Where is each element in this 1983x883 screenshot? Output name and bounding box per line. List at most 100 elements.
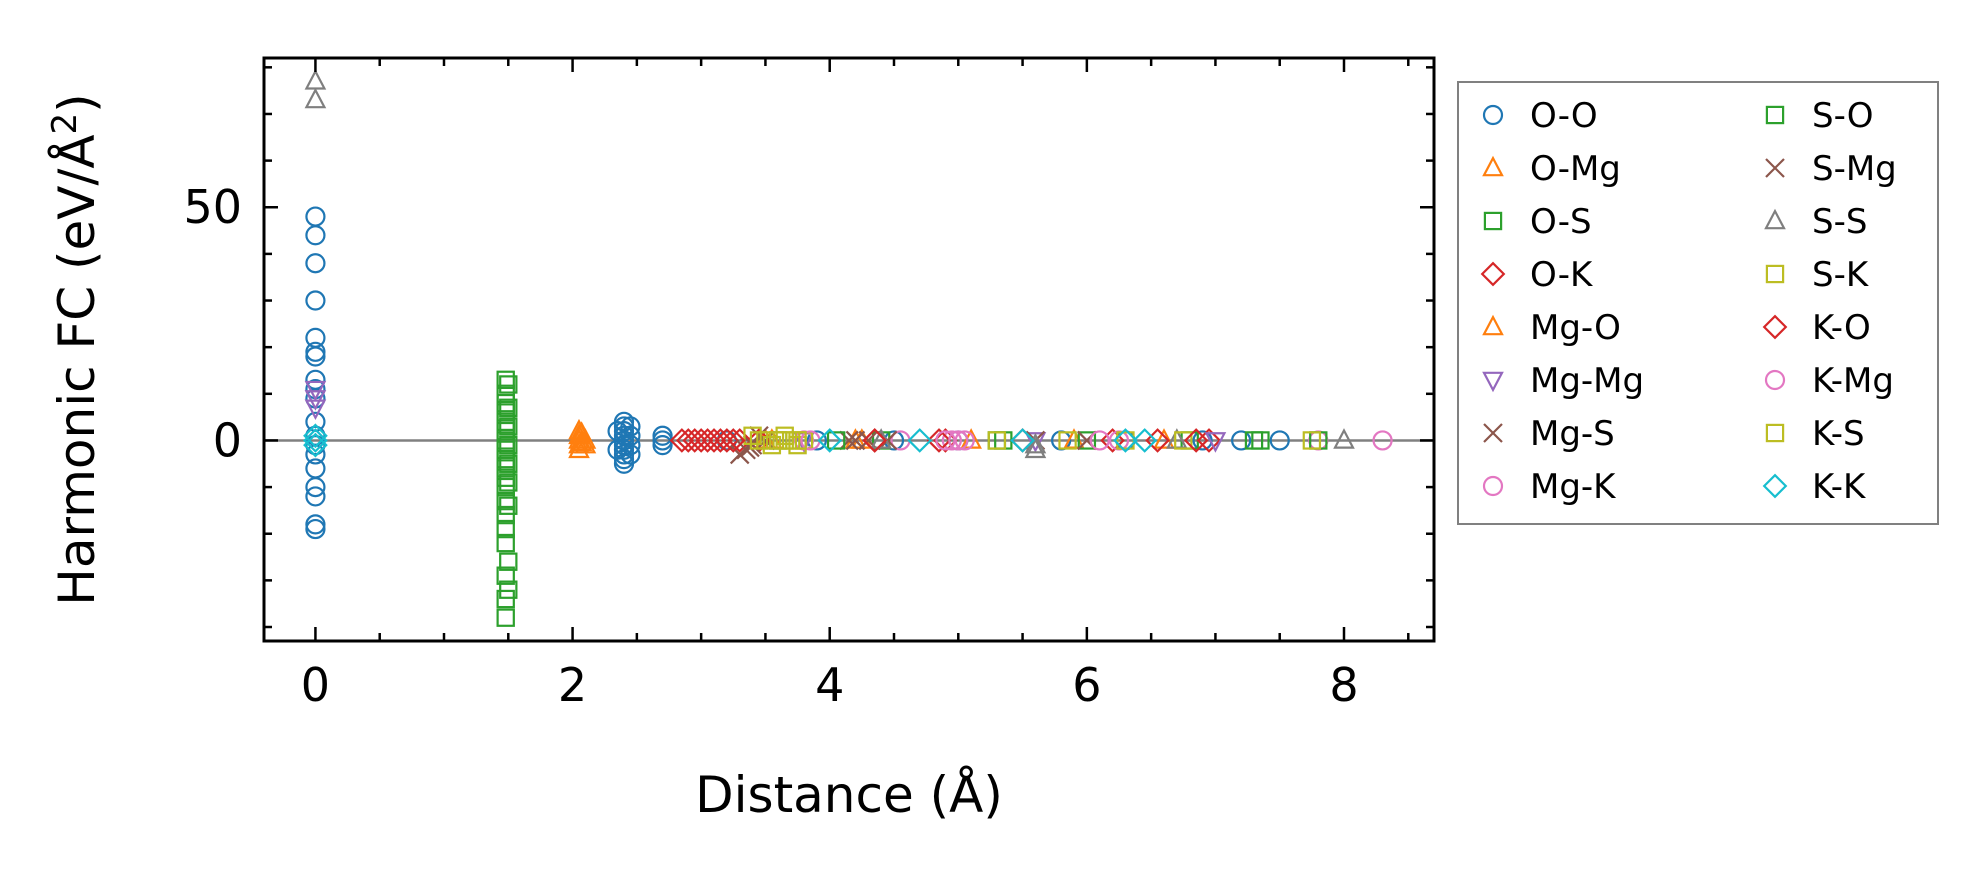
series-s-o xyxy=(499,375,1328,599)
data-point xyxy=(305,206,326,227)
data-point xyxy=(948,430,969,451)
legend: O-O O-Mg O-S O-K Mg-O Mg-Mg Mg-S Mg-K S-O S-Mg S-S… xyxy=(1457,81,1939,525)
data-point xyxy=(839,430,859,451)
data-point xyxy=(1058,431,1077,450)
data-point xyxy=(1192,430,1213,451)
data-point xyxy=(496,440,515,459)
data-point xyxy=(720,428,746,453)
marker-stroke xyxy=(1483,423,1503,443)
marker xyxy=(1482,314,1504,336)
data-point xyxy=(941,430,962,451)
marker xyxy=(1482,475,1504,497)
marker xyxy=(1762,473,1788,499)
marker xyxy=(1764,369,1786,391)
marker xyxy=(1765,423,1785,443)
data-point xyxy=(496,566,515,585)
data-point xyxy=(762,435,782,455)
marker xyxy=(1765,158,1785,178)
y-axis-label: Harmonic FC (eV/Å2) xyxy=(45,93,106,605)
data-point xyxy=(826,431,846,450)
data-point xyxy=(496,491,515,511)
marker xyxy=(1764,208,1786,230)
data-point xyxy=(496,608,515,627)
data-point xyxy=(688,428,714,453)
data-point xyxy=(817,428,843,453)
data-point xyxy=(496,393,515,413)
data-point xyxy=(496,449,515,469)
data-point xyxy=(755,430,776,451)
legend-label: Mg-S xyxy=(1530,414,1615,454)
x-axis-label: Distance (Å) xyxy=(695,766,1003,824)
data-point xyxy=(305,346,326,367)
data-point xyxy=(1269,430,1290,451)
data-point xyxy=(304,399,327,421)
marker-stroke xyxy=(755,430,776,451)
legend-item-k-mg: K-Mg xyxy=(1764,361,1894,401)
marker-stroke xyxy=(749,426,769,446)
data-point xyxy=(499,435,518,455)
data-point xyxy=(652,425,673,446)
data-point xyxy=(496,384,515,404)
legend-item-s-mg: S-Mg xyxy=(1765,149,1897,189)
data-point xyxy=(987,431,1007,450)
legend-item-o-o: O-O xyxy=(1482,96,1598,136)
data-point xyxy=(926,428,952,453)
legend-label: K-Mg xyxy=(1812,361,1894,401)
data-point xyxy=(496,505,515,525)
data-point xyxy=(1077,431,1097,450)
marker xyxy=(1765,264,1785,284)
data-point xyxy=(305,290,326,311)
data-point xyxy=(303,428,328,453)
data-point xyxy=(1132,428,1158,453)
data-point xyxy=(775,431,794,450)
marker-stroke xyxy=(845,430,866,451)
marker xyxy=(1483,211,1503,231)
series-o-o xyxy=(305,206,1290,540)
data-point xyxy=(496,412,515,431)
legend-label: S-S xyxy=(1812,202,1867,242)
legend-item-mg-o: Mg-O xyxy=(1482,308,1621,348)
data-point xyxy=(749,431,769,450)
data-point xyxy=(954,430,975,451)
data-points xyxy=(303,69,1393,627)
data-point xyxy=(305,253,326,274)
data-point xyxy=(727,428,753,453)
data-point xyxy=(570,421,593,442)
data-point xyxy=(305,514,326,535)
data-point xyxy=(496,477,515,497)
legend-label: S-K xyxy=(1812,255,1870,295)
data-point xyxy=(574,432,597,454)
legend-label: O-Mg xyxy=(1530,149,1621,189)
marker xyxy=(1482,104,1504,126)
data-point xyxy=(305,435,326,456)
data-point xyxy=(305,486,326,507)
legend-label: Mg-O xyxy=(1530,308,1621,348)
series-k-k xyxy=(303,423,1158,458)
data-point xyxy=(862,428,888,453)
data-point xyxy=(496,403,515,422)
data-point xyxy=(1302,431,1322,450)
data-point xyxy=(499,454,518,473)
data-point xyxy=(1089,430,1110,451)
legend-label: O-K xyxy=(1530,255,1594,295)
data-point xyxy=(496,533,515,553)
data-point xyxy=(499,398,518,418)
data-point xyxy=(499,580,518,599)
legend-item-s-k: S-K xyxy=(1765,255,1870,295)
marker-stroke xyxy=(839,430,859,451)
data-point xyxy=(496,421,515,441)
legend-item-mg-k: Mg-K xyxy=(1482,467,1617,507)
data-point xyxy=(1333,428,1355,449)
y-tick-label: 0 xyxy=(213,413,242,467)
axis-ticks: 0 2 4 6 8 0 50 xyxy=(183,58,1434,712)
x-tick-label: 0 xyxy=(301,658,330,712)
data-point xyxy=(496,431,515,450)
marker xyxy=(1482,155,1504,177)
data-point xyxy=(907,428,933,453)
series-s-s xyxy=(304,69,1355,459)
plot-axes xyxy=(262,56,1436,643)
data-point xyxy=(496,519,515,539)
data-point xyxy=(499,552,518,571)
legend-item-o-mg: O-Mg xyxy=(1482,149,1621,189)
